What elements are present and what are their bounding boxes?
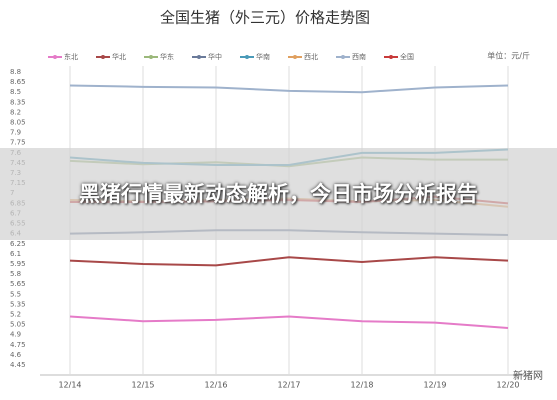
y-tick-label: 7.9 [10,129,21,137]
line [69,315,509,329]
y-tick-label: 8.2 [10,108,21,116]
unit-label: 单位：元/斤 [487,51,530,61]
y-tick-label: 7.75 [10,139,26,147]
legend-label: 西南 [352,52,366,61]
chart-title: 全国生猪（外三元）价格走势图 [160,9,370,27]
watermark: 新猪网 [513,371,543,382]
y-tick-label: 8.65 [10,78,26,86]
legend-dot [293,55,297,59]
legend-label: 东北 [64,52,78,61]
banner-text: 黑猪行情最新动态解析，今日市场分析报告 [79,182,478,206]
y-tick-label: 5.35 [10,300,26,308]
x-tick-label: 12/15 [131,381,154,390]
x-tick-label: 12/19 [423,381,446,390]
legend-dot [341,55,345,59]
y-tick-label: 4.6 [10,351,22,359]
legend-dot [149,55,153,59]
y-tick-label: 5.05 [10,321,26,329]
line [69,84,509,94]
legend-label: 华南 [256,52,270,61]
legend-dot [197,55,201,59]
legend-dot [389,55,393,59]
legend-dot [245,55,249,59]
legend-label: 西北 [304,53,318,61]
legend-label: 华中 [208,52,222,61]
y-tick-label: 8.05 [10,119,26,127]
line [69,256,509,267]
y-tick-label: 4.45 [10,361,26,369]
y-tick-label: 6.25 [10,240,26,248]
legend-dot [101,55,105,59]
x-tick-label: 12/20 [496,381,519,390]
x-tick-label: 12/17 [277,381,300,390]
y-tick-label: 5.95 [10,260,26,268]
legend-label: 全国 [400,52,414,61]
y-tick-label: 8.8 [10,68,21,76]
banner: 黑猪行情最新动态解析，今日市场分析报告 [0,148,557,240]
y-tick-label: 5.65 [10,280,26,288]
x-tick-label: 12/14 [58,381,81,390]
y-tick-label: 4.9 [10,331,21,339]
y-tick-label: 8.5 [10,88,21,96]
x-tick-label: 12/16 [204,381,227,390]
x-tick-label: 12/18 [350,381,373,390]
legend-label: 华北 [112,52,126,61]
y-tick-label: 6.1 [10,250,21,258]
legend-dot [53,55,57,59]
y-tick-label: 4.75 [10,341,26,349]
y-tick-label: 5.8 [10,270,21,278]
y-tick-label: 5.5 [10,290,21,298]
legend-label: 华东 [160,52,174,61]
y-tick-label: 5.2 [10,310,21,318]
y-tick-label: 8.35 [10,98,26,106]
